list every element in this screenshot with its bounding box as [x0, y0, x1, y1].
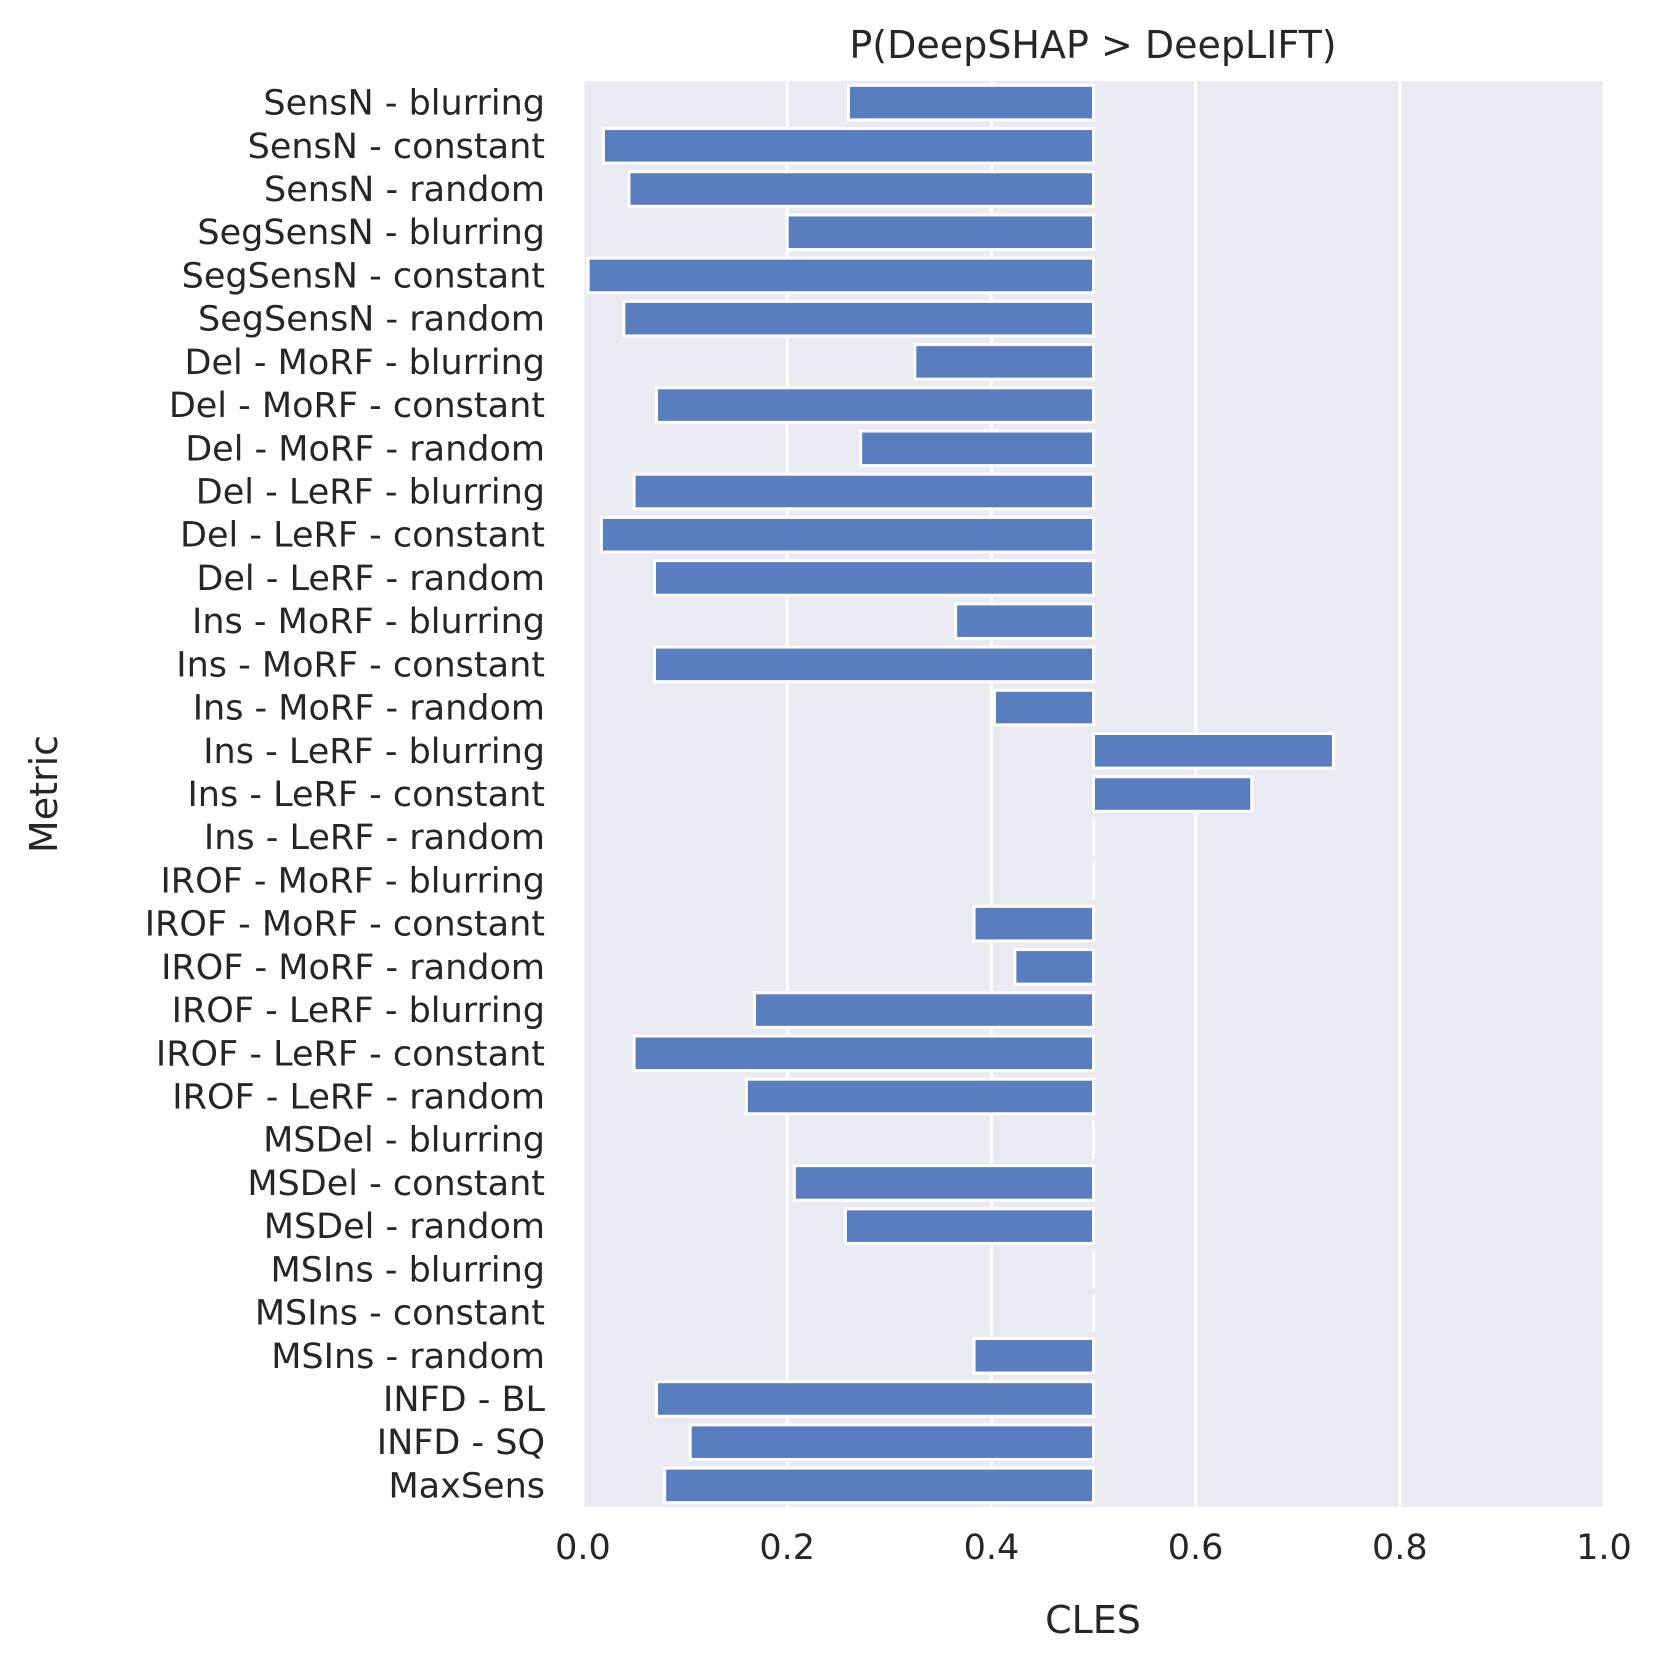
bar-12 — [954, 602, 1095, 640]
bar-13 — [652, 645, 1095, 684]
bar-4 — [586, 256, 1095, 295]
y-tick-label-11: Del - LeRF - random — [196, 559, 545, 599]
y-tick-label-5: SegSensN - random — [198, 300, 545, 340]
bar-11 — [652, 559, 1095, 597]
y-tick-label-9: Del - LeRF - blurring — [196, 473, 545, 513]
bar-8 — [859, 429, 1095, 468]
y-axis-title: Metric — [22, 735, 66, 853]
y-tick-label-2: SensN - random — [264, 170, 545, 210]
bar-2 — [627, 170, 1095, 208]
y-tick-label-31: INFD - SQ — [377, 1423, 545, 1463]
chart-title: P(DeepSHAP > DeepLIFT) — [849, 23, 1336, 67]
bar-26 — [843, 1207, 1095, 1245]
x-tick-label-2: 0.4 — [964, 1528, 1020, 1568]
bar-7 — [655, 386, 1096, 424]
bar-32 — [663, 1466, 1095, 1505]
y-tick-label-18: IROF - MoRF - blurring — [160, 861, 545, 901]
y-tick-label-13: Ins - MoRF - constant — [176, 645, 545, 685]
bar-9 — [632, 472, 1095, 511]
y-tick-label-29: MSIns - random — [271, 1337, 545, 1377]
y-tick-label-1: SensN - constant — [248, 127, 545, 167]
y-tick-label-20: IROF - MoRF - random — [161, 948, 545, 988]
y-tick-label-4: SegSensN - constant — [182, 256, 545, 296]
y-tick-label-32: MaxSens — [388, 1466, 545, 1506]
x-tick-label-0: 0.0 — [555, 1528, 611, 1568]
bar-10 — [599, 515, 1095, 554]
y-tick-label-28: MSIns - constant — [255, 1294, 545, 1334]
bar-23 — [744, 1077, 1095, 1116]
x-tick-label-1: 0.2 — [759, 1528, 815, 1568]
bar-20 — [1013, 948, 1095, 986]
y-tick-label-12: Ins - MoRF - blurring — [192, 602, 545, 642]
y-tick-label-6: Del - MoRF - blurring — [185, 343, 545, 383]
y-tick-label-15: Ins - LeRF - blurring — [203, 732, 545, 772]
x-tick-label-4: 0.8 — [1372, 1528, 1428, 1568]
y-tick-label-3: SegSensN - blurring — [197, 213, 545, 253]
y-tick-label-27: MSIns - blurring — [271, 1250, 545, 1290]
y-tick-label-10: Del - LeRF - constant — [180, 516, 545, 556]
y-tick-label-24: MSDel - blurring — [263, 1121, 545, 1161]
bar-0 — [846, 83, 1096, 122]
x-tick-label-5: 1.0 — [1576, 1528, 1632, 1568]
bar-30 — [655, 1380, 1096, 1418]
y-tick-label-0: SensN - blurring — [263, 84, 545, 124]
y-tick-label-14: Ins - MoRF - random — [193, 689, 545, 729]
y-tick-label-7: Del - MoRF - constant — [169, 386, 545, 426]
y-tick-label-25: MSDel - constant — [247, 1164, 545, 1204]
bar-5 — [622, 299, 1096, 338]
y-tick-label-19: IROF - MoRF - constant — [145, 905, 545, 945]
x-axis-title: CLES — [1045, 1598, 1141, 1642]
bar-15 — [1092, 732, 1335, 770]
y-tick-label-22: IROF - LeRF - constant — [156, 1034, 545, 1074]
y-tick-label-30: INFD - BL — [383, 1380, 545, 1420]
bar-31 — [688, 1423, 1096, 1461]
y-tick-label-17: Ins - LeRF - random — [204, 818, 545, 858]
x-tick-label-3: 0.6 — [1168, 1528, 1224, 1568]
y-tick-label-8: Del - MoRF - random — [185, 429, 545, 469]
bar-19 — [972, 904, 1096, 943]
bar-3 — [785, 213, 1095, 252]
bar-16 — [1092, 775, 1254, 813]
y-tick-label-16: Ins - LeRF - constant — [187, 775, 545, 815]
bars — [586, 83, 1335, 1505]
y-tick-label-26: MSDel - random — [264, 1207, 545, 1247]
bar-29 — [972, 1336, 1096, 1375]
x-tick-labels: 0.0 0.2 0.4 0.6 0.8 1.0 — [555, 1528, 1632, 1568]
bar-14 — [992, 688, 1096, 727]
y-tick-label-21: IROF - LeRF - blurring — [172, 991, 545, 1031]
y-tick-label-23: IROF - LeRF - random — [172, 1077, 545, 1117]
bar-1 — [601, 127, 1095, 165]
bar-21 — [753, 991, 1095, 1029]
bar-6 — [913, 343, 1096, 381]
bar-25 — [792, 1164, 1095, 1202]
bar-22 — [632, 1034, 1095, 1073]
